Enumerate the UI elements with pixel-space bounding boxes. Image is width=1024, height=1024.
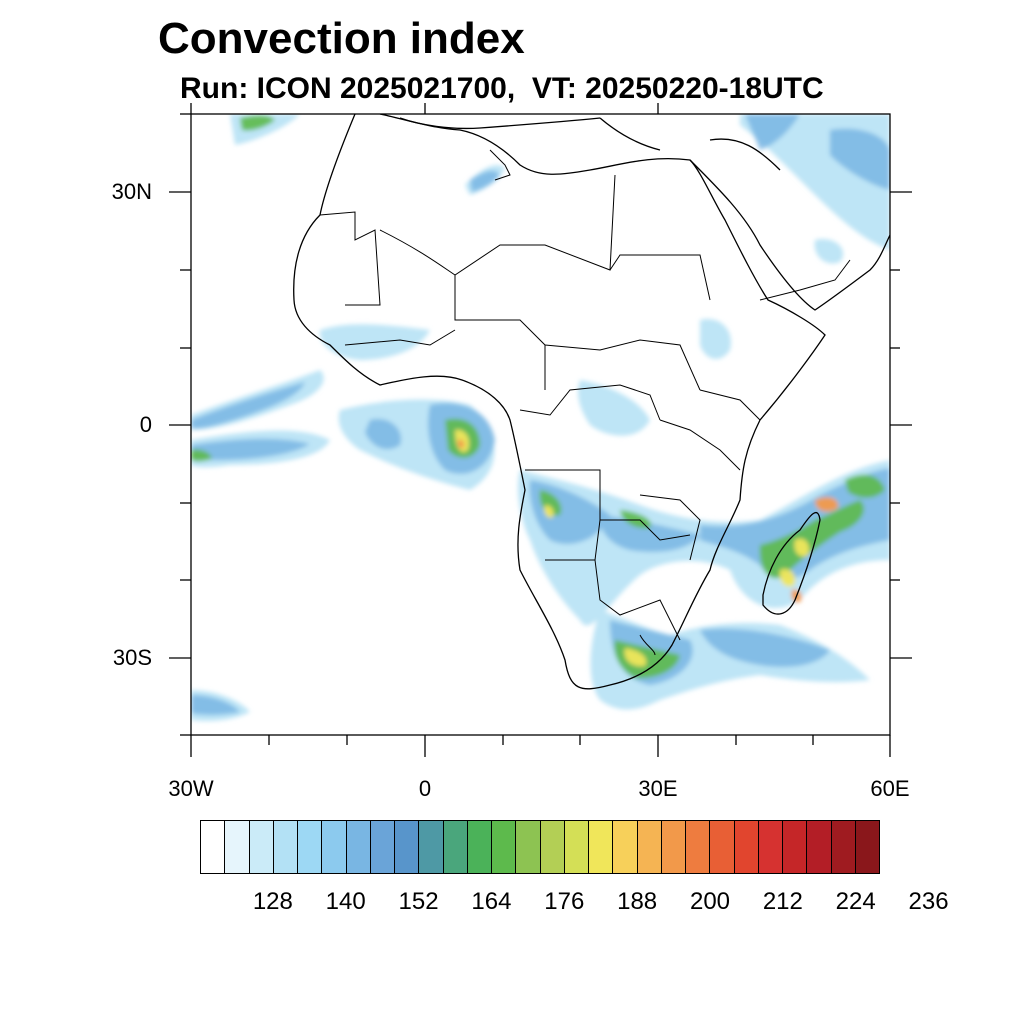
colorbar-tick-label: 236 xyxy=(908,888,949,915)
colorbar-bin xyxy=(516,821,541,873)
lon-label-0: 0 xyxy=(418,776,432,801)
lat-label-0: 0 xyxy=(139,412,152,437)
colorbar-bin xyxy=(831,821,856,873)
lat-label-30s: 30S xyxy=(112,645,152,670)
colorbar-bin xyxy=(419,821,444,873)
colorbar-bin xyxy=(637,821,662,873)
colorbar-bin xyxy=(540,821,565,873)
colorbar-bin xyxy=(443,821,468,873)
colorbar-bin xyxy=(322,821,347,873)
colorbar-tick-label: 188 xyxy=(617,888,658,915)
colorbar-bin xyxy=(249,821,274,873)
country-borders xyxy=(319,149,851,656)
colorbar-bin xyxy=(273,821,298,873)
colorbar-bin xyxy=(492,821,517,873)
colorbar-bin xyxy=(298,821,323,873)
colorbar-tick-label: 176 xyxy=(544,888,585,915)
colorbar-tick-label: 224 xyxy=(835,888,876,915)
colorbar-bin xyxy=(589,821,614,873)
colorbar-bin xyxy=(370,821,395,873)
colorbar-tick-label: 200 xyxy=(689,888,731,915)
colorbar xyxy=(200,820,880,874)
axis-ticks xyxy=(169,103,912,757)
colorbar-bin xyxy=(613,821,638,873)
colorbar-bin xyxy=(710,821,735,873)
coastlines xyxy=(293,114,890,690)
colorbar-bin xyxy=(395,821,420,873)
colorbar-bin xyxy=(564,821,589,873)
convection-field xyxy=(191,114,890,722)
lon-label-30w: 30W xyxy=(168,776,214,801)
colorbar-tick-label: 152 xyxy=(398,888,439,915)
colorbar-tick-label: 164 xyxy=(471,888,512,915)
colorbar-bin xyxy=(201,821,226,873)
colorbar-tick-label: 128 xyxy=(252,888,293,915)
colorbar-bin xyxy=(225,821,250,873)
lat-label-30n: 30N xyxy=(111,179,152,204)
colorbar-bin xyxy=(734,821,759,873)
colorbar-tick-label: 212 xyxy=(762,888,803,915)
colorbar-bin xyxy=(661,821,686,873)
colorbar-bin xyxy=(855,821,879,873)
colorbar-bin xyxy=(686,821,711,873)
colorbar-bin xyxy=(807,821,832,873)
colorbar-bin xyxy=(758,821,783,873)
colorbar-tick-label: 140 xyxy=(325,888,366,915)
lon-label-60e: 60E xyxy=(870,776,910,801)
colorbar-bin xyxy=(783,821,808,873)
colorbar-bin xyxy=(467,821,492,873)
colorbar-bin xyxy=(346,821,371,873)
chart-subtitle: Run: ICON 2025021700, VT: 20250220-18UTC xyxy=(180,72,824,105)
chart-title: Convection index xyxy=(158,14,525,63)
lon-label-30e: 30E xyxy=(638,776,678,801)
